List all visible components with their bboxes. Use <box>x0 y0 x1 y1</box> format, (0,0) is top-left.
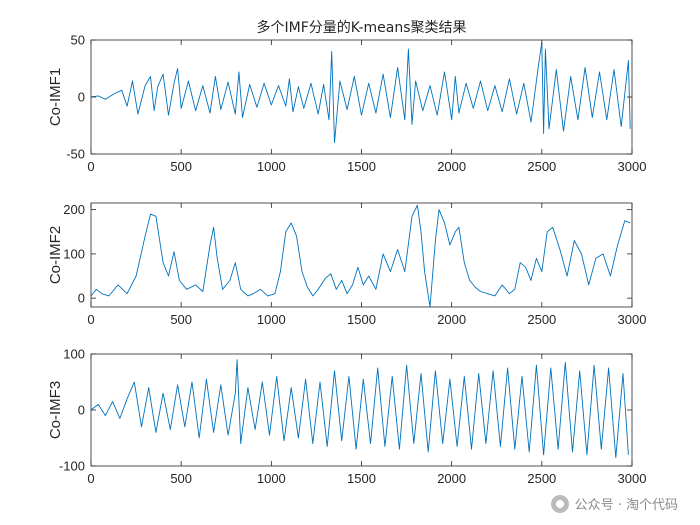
y-tick-label: 100 <box>63 347 85 362</box>
x-tick-label: 3000 <box>618 159 647 174</box>
y-axis-label: Co-IMF1 <box>47 68 64 126</box>
watermark: 公众号 · 淘个代码 <box>550 494 678 513</box>
series-line-1 <box>91 41 631 144</box>
x-tick-label: 0 <box>87 471 94 486</box>
y-axis-label: Co-IMF3 <box>47 381 64 439</box>
x-tick-label: 500 <box>170 471 192 486</box>
x-tick-label: 0 <box>87 159 94 174</box>
x-tick-label: 2000 <box>437 471 466 486</box>
watermark-text: 公众号 · 淘个代码 <box>574 498 678 513</box>
x-tick-label: 3000 <box>618 471 647 486</box>
x-tick-label: 1500 <box>347 471 376 486</box>
y-axis-label: Co-IMF2 <box>47 226 64 284</box>
x-tick-label: 0 <box>87 312 94 327</box>
x-tick-label: 1500 <box>347 159 376 174</box>
x-tick-label: 500 <box>170 159 192 174</box>
y-tick-label: -50 <box>66 147 85 162</box>
y-tick-label: 200 <box>63 202 85 217</box>
x-tick-label: 2500 <box>527 471 556 486</box>
x-tick-label: 1000 <box>257 471 286 486</box>
axes-box-1 <box>90 39 633 155</box>
y-tick-label: 0 <box>78 90 85 105</box>
axes-box-2 <box>90 202 633 308</box>
series-line-3 <box>91 359 629 459</box>
y-tick-label: 0 <box>78 403 85 418</box>
y-tick-label: -100 <box>59 459 85 474</box>
x-tick-label: 1500 <box>347 312 376 327</box>
x-tick-label: 2500 <box>527 159 556 174</box>
series-line-2 <box>91 204 631 307</box>
x-tick-label: 500 <box>170 312 192 327</box>
chart-title: 多个IMF分量的K-means聚类结果 <box>256 19 466 36</box>
x-tick-label: 2000 <box>437 159 466 174</box>
x-tick-label: 2000 <box>437 312 466 327</box>
x-tick-label: 1000 <box>257 312 286 327</box>
y-tick-label: 0 <box>78 291 85 306</box>
y-tick-label: 100 <box>63 246 85 261</box>
x-tick-label: 2500 <box>527 312 556 327</box>
subplot-1: 0 500 1000 1500 2000 2500 3000-50050Co-IMF1多个I… <box>47 19 646 174</box>
subplot-2: 0 500 1000 1500 2000 2500 3000 0 100 200 Co-IMF2 <box>47 202 646 327</box>
y-tick-label: 50 <box>71 33 85 48</box>
x-tick-label: 3000 <box>618 312 647 327</box>
x-tick-label: 1000 <box>257 159 286 174</box>
wechat-icon <box>550 494 569 513</box>
